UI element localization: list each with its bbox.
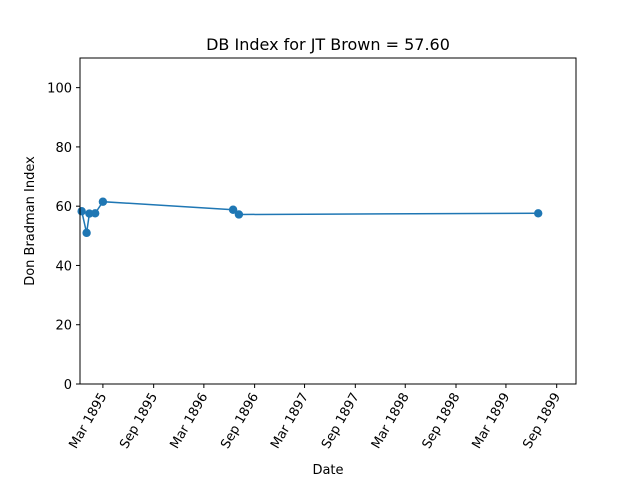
data-point	[82, 228, 91, 238]
y-axis-label: Don Bradman Index	[23, 156, 38, 286]
y-tick-label: 100	[47, 82, 72, 97]
data-point	[234, 210, 244, 219]
data-point	[98, 197, 108, 206]
y-tick-label: 0	[64, 378, 72, 393]
y-tick-label: 60	[55, 200, 72, 215]
y-tick-label: 40	[55, 259, 72, 274]
y-tick-label: 20	[55, 319, 72, 334]
chart-title: DB Index for JT Brown = 57.60	[206, 35, 450, 54]
plot-frame	[79, 57, 577, 385]
data-point	[77, 207, 86, 216]
data-point	[534, 209, 543, 218]
data-point	[228, 205, 238, 214]
y-tick-label: 80	[55, 141, 72, 156]
x-axis-label: Date	[312, 463, 343, 478]
data-point	[90, 209, 100, 218]
